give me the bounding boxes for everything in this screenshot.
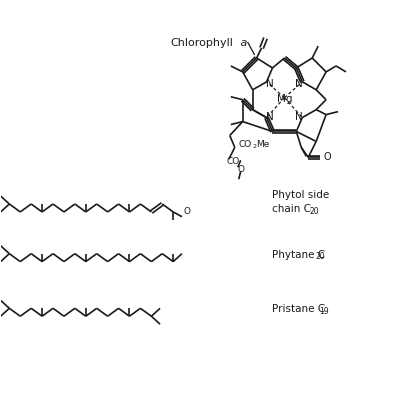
Text: Chlorophyll: Chlorophyll [170,38,233,48]
Text: 19: 19 [319,306,329,315]
Text: a: a [237,38,247,48]
Text: N: N [266,79,273,89]
Text: N: N [296,79,303,89]
Text: O: O [184,206,191,215]
Text: Phytol side: Phytol side [272,190,330,200]
Text: O: O [238,164,245,173]
Text: CO: CO [239,139,252,148]
Text: Me: Me [257,139,270,148]
Text: Phytane C: Phytane C [272,249,326,259]
Text: 2: 2 [253,144,257,148]
Text: Pristane C: Pristane C [272,303,326,314]
Text: CO: CO [227,156,240,165]
Text: N: N [266,111,273,121]
Text: 20: 20 [309,207,319,216]
Text: Mg: Mg [277,94,292,103]
Text: 20: 20 [315,252,325,261]
Text: chain C: chain C [272,203,312,213]
Text: N: N [296,111,303,121]
Text: O: O [323,152,331,162]
